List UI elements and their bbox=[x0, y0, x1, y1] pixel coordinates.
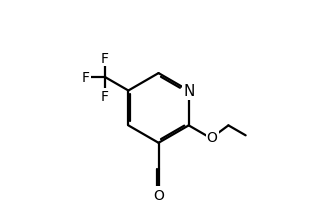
Text: O: O bbox=[153, 188, 164, 202]
Text: F: F bbox=[101, 51, 109, 65]
Text: F: F bbox=[101, 90, 109, 104]
Text: N: N bbox=[183, 84, 194, 99]
Text: O: O bbox=[207, 130, 217, 144]
Text: F: F bbox=[82, 71, 90, 85]
